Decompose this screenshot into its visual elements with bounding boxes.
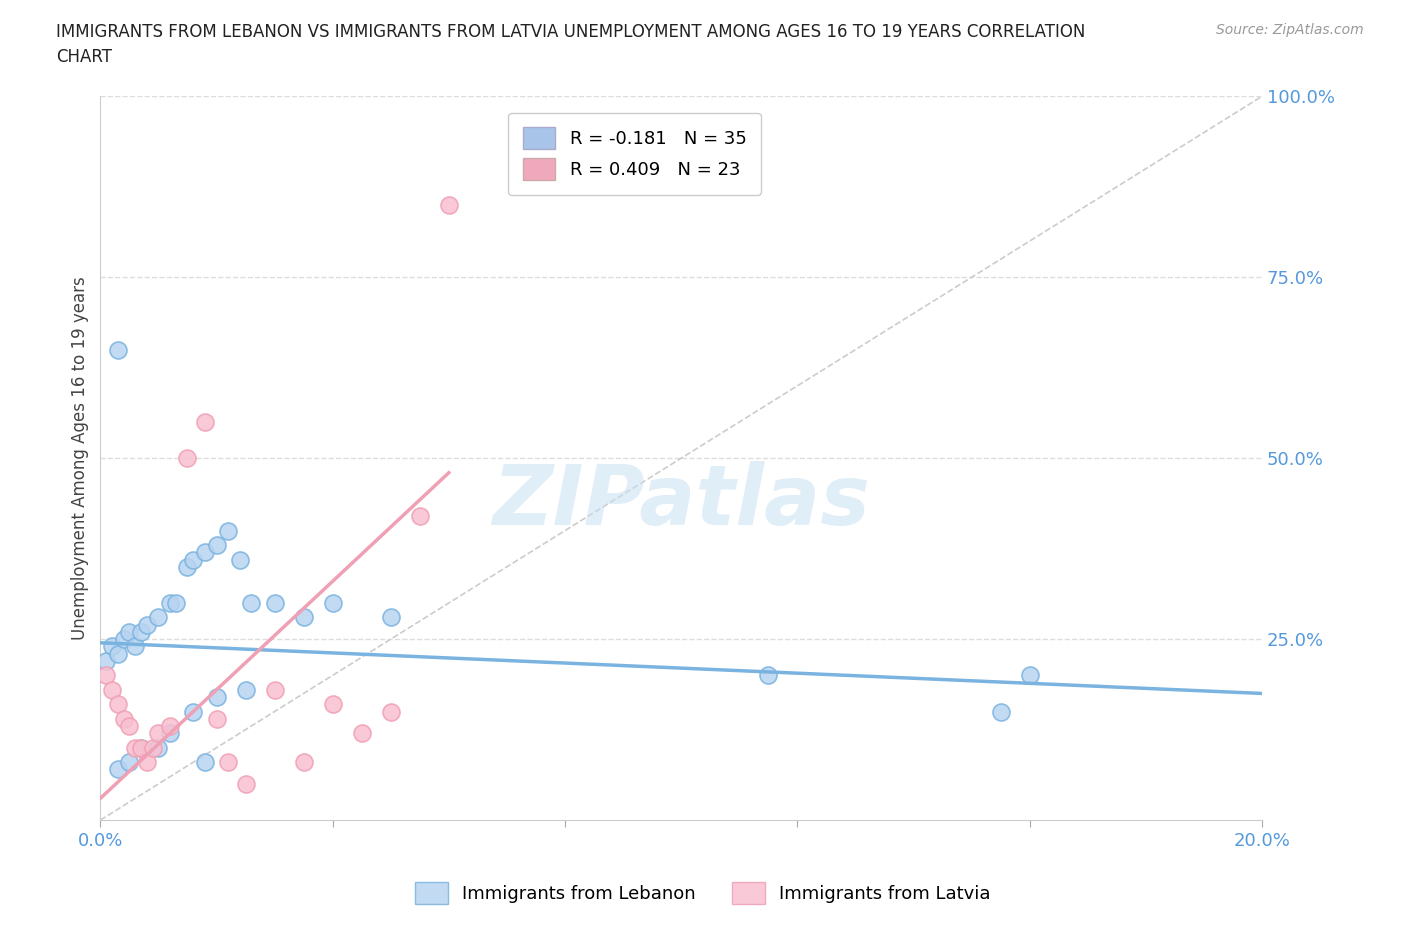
Point (135, 755, 157, 770)
Point (165, 595, 187, 610)
Point (181, 552, 204, 567)
Point (101, 683, 124, 698)
Y-axis label: Unemployment Among Ages 16 to 19 years: Unemployment Among Ages 16 to 19 years (72, 276, 89, 640)
Point (350, 725, 373, 740)
Point (159, 719, 181, 734)
Point (101, 639, 124, 654)
Point (217, 524, 239, 538)
Point (148, 725, 170, 740)
Point (205, 538, 228, 552)
Point (194, 415, 217, 430)
Point (380, 610, 402, 625)
Point (124, 740, 146, 755)
Point (235, 777, 257, 791)
Point (112, 711, 135, 726)
Point (409, 509, 432, 524)
Point (107, 762, 129, 777)
Point (129, 624, 152, 639)
Legend: Immigrants from Lebanon, Immigrants from Latvia: Immigrants from Lebanon, Immigrants from… (408, 875, 998, 911)
Point (292, 755, 315, 770)
Point (263, 595, 285, 610)
Text: CHART: CHART (56, 48, 112, 66)
Point (176, 451, 198, 466)
Legend: R = -0.181   N = 35, R = 0.409   N = 23: R = -0.181 N = 35, R = 0.409 N = 23 (509, 113, 761, 194)
Point (1018, 668, 1040, 683)
Point (322, 697, 344, 711)
Point (96, 654, 118, 669)
Point (176, 559, 198, 574)
Point (142, 740, 165, 755)
Point (194, 755, 217, 770)
Point (124, 639, 146, 654)
Point (118, 755, 141, 770)
Point (107, 697, 129, 711)
Point (263, 683, 285, 698)
Point (235, 683, 257, 698)
Point (129, 740, 152, 755)
Point (229, 552, 252, 567)
Point (96, 668, 118, 683)
Point (148, 610, 170, 625)
Point (194, 545, 217, 560)
Text: ZIPatlas: ZIPatlas (492, 461, 870, 542)
Point (118, 624, 141, 639)
Point (107, 646, 129, 661)
Point (107, 342, 129, 357)
Point (148, 740, 170, 755)
Point (205, 690, 228, 705)
Point (205, 711, 228, 726)
Point (437, 197, 460, 212)
Point (990, 704, 1012, 719)
Point (181, 704, 204, 719)
Point (159, 725, 181, 740)
Point (240, 595, 263, 610)
Point (129, 740, 152, 755)
Point (118, 719, 141, 734)
Point (756, 668, 779, 683)
Point (217, 755, 239, 770)
Point (135, 618, 157, 632)
Point (112, 631, 135, 646)
Point (322, 595, 344, 610)
Point (159, 595, 181, 610)
Text: Source: ZipAtlas.com: Source: ZipAtlas.com (1216, 23, 1364, 37)
Point (292, 610, 315, 625)
Text: IMMIGRANTS FROM LEBANON VS IMMIGRANTS FROM LATVIA UNEMPLOYMENT AMONG AGES 16 TO : IMMIGRANTS FROM LEBANON VS IMMIGRANTS FR… (56, 23, 1085, 41)
Point (380, 704, 402, 719)
